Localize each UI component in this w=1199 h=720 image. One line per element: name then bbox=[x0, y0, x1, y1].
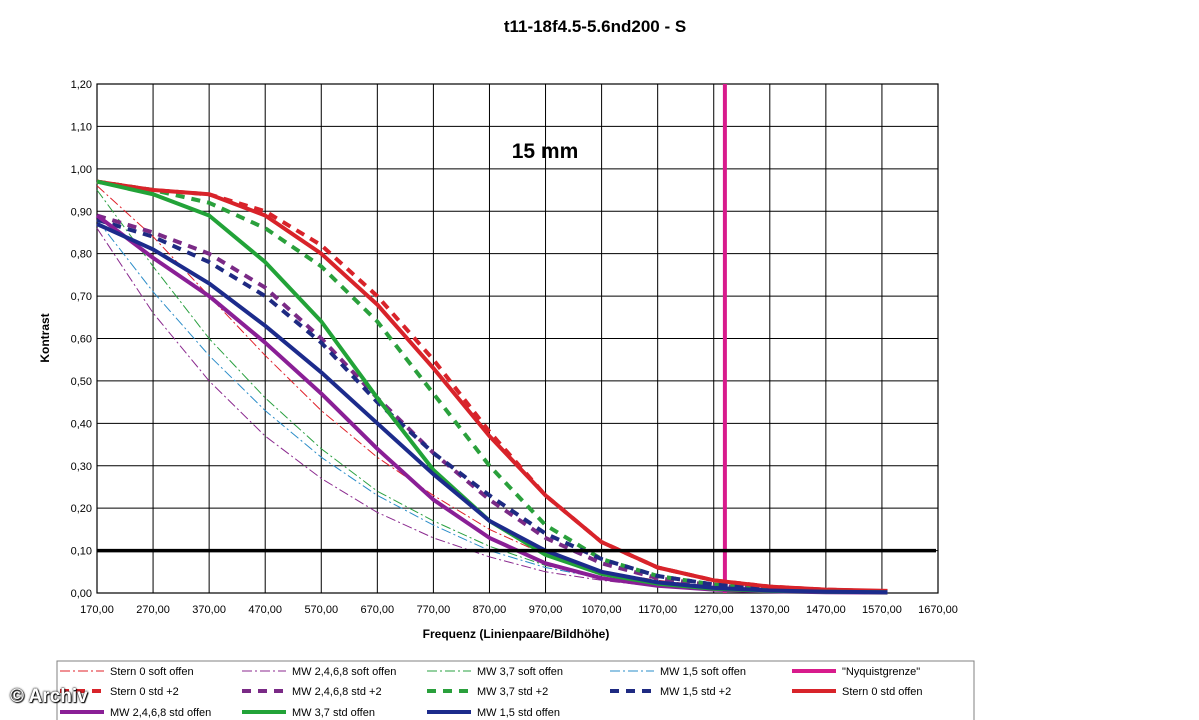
y-tick-label: 1,10 bbox=[71, 121, 92, 133]
x-tick-label: 670,00 bbox=[361, 604, 395, 616]
series-line bbox=[96, 213, 888, 594]
y-tick-label: 0,90 bbox=[71, 206, 92, 218]
chart-title: t11-18f4.5-5.6nd200 - S bbox=[504, 17, 686, 36]
series-line bbox=[96, 222, 888, 595]
legend-label: Stern 0 std offen bbox=[842, 686, 923, 698]
legend-label: MW 2,4,6,8 std offen bbox=[110, 707, 211, 719]
legend-label: MW 1,5 std +2 bbox=[660, 686, 731, 698]
x-tick-label: 1370,00 bbox=[750, 604, 790, 616]
x-axis-label: Frequenz (Linienpaare/Bildhöhe) bbox=[423, 627, 610, 641]
legend-label: MW 1,5 soft offen bbox=[660, 666, 746, 678]
y-tick-label: 0,50 bbox=[71, 376, 92, 388]
x-tick-label: 370,00 bbox=[192, 604, 226, 616]
y-tick-label: 0,10 bbox=[71, 546, 92, 558]
plot-frame bbox=[96, 83, 939, 594]
series-line bbox=[96, 179, 888, 593]
y-tick-label: 0,40 bbox=[71, 418, 92, 430]
x-tick-label: 870,00 bbox=[473, 604, 507, 616]
legend: Stern 0 soft offen MW 2,4,6,8 soft offen M… bbox=[56, 660, 975, 720]
focal-length-annotation: 15 mm bbox=[512, 140, 579, 163]
x-tick-label: 270,00 bbox=[136, 604, 170, 616]
x-tick-label: 170,00 bbox=[80, 604, 114, 616]
y-tick-label: 0,60 bbox=[71, 334, 92, 346]
x-tick-label: 770,00 bbox=[417, 604, 451, 616]
y-axis-label: Kontrast bbox=[38, 313, 52, 362]
plot-area: 170,00 270,00 370,00 470,00 570,00 670,00 770,… bbox=[71, 79, 958, 616]
legend-label: MW 3,7 soft offen bbox=[477, 666, 563, 678]
y-tick-label: 0,30 bbox=[71, 461, 92, 473]
x-tick-label: 1270,00 bbox=[694, 604, 734, 616]
x-tick-label: 1670,00 bbox=[918, 604, 958, 616]
legend-label: MW 2,4,6,8 std +2 bbox=[292, 686, 382, 698]
x-tick-label: 1070,00 bbox=[582, 604, 622, 616]
legend-label: "Nyquistgrenze" bbox=[842, 666, 920, 678]
y-tick-label: 0,20 bbox=[71, 503, 92, 515]
y-tick-label: 1,00 bbox=[71, 164, 92, 176]
y-tick-label: 1,20 bbox=[71, 79, 92, 91]
legend-label: MW 3,7 std +2 bbox=[477, 686, 548, 698]
y-tick-label: 0,00 bbox=[71, 588, 92, 600]
series-line bbox=[95, 213, 888, 595]
legend-label: MW 2,4,6,8 soft offen bbox=[292, 666, 396, 678]
legend-label: MW 3,7 std offen bbox=[292, 707, 375, 719]
series-line bbox=[96, 227, 888, 593]
y-tick-label: 0,80 bbox=[71, 249, 92, 261]
series-line bbox=[96, 217, 888, 594]
x-tick-label: 1470,00 bbox=[806, 604, 846, 616]
legend-label: Stern 0 soft offen bbox=[110, 666, 194, 678]
x-tick-label: 470,00 bbox=[248, 604, 282, 616]
x-tick-label: 570,00 bbox=[304, 604, 338, 616]
x-tick-label: 1570,00 bbox=[862, 604, 902, 616]
y-tick-label: 0,70 bbox=[71, 291, 92, 303]
series-line bbox=[96, 185, 888, 593]
legend-label: Stern 0 std +2 bbox=[110, 686, 179, 698]
x-tick-label: 1170,00 bbox=[638, 604, 677, 616]
copyright-watermark: © Archiv bbox=[10, 686, 88, 707]
series-line bbox=[96, 179, 888, 594]
series-line bbox=[96, 189, 888, 593]
legend-label: MW 1,5 std offen bbox=[477, 707, 560, 719]
series-line bbox=[96, 219, 888, 593]
x-tick-label: 970,00 bbox=[529, 604, 563, 616]
